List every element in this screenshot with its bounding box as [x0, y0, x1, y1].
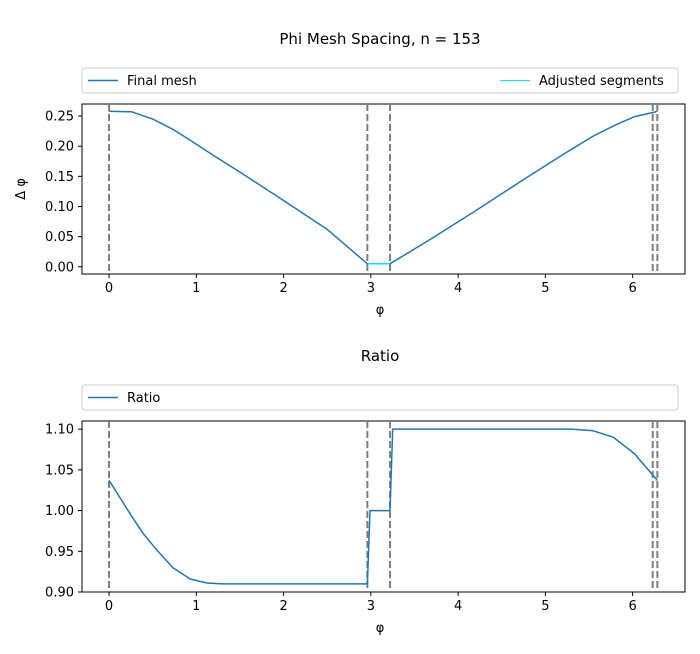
chart-top-legend-box: [81, 67, 679, 94]
x-tick-label-2: 2: [279, 281, 287, 296]
x-tick-label-3: 3: [367, 599, 375, 614]
y-tick-label-1: 0.05: [45, 230, 74, 245]
x-tick-label-4: 4: [454, 599, 462, 614]
x-tick-label-1: 1: [192, 599, 200, 614]
y-tick-label-3: 1.05: [45, 463, 74, 478]
chart-bottom-yticks: 0.90 0.95 1.00 1.05 1.10: [45, 423, 82, 601]
x-tick-label-6: 6: [629, 281, 637, 296]
final-mesh-line: [109, 110, 658, 265]
y-tick-label-4: 1.10: [45, 423, 74, 438]
x-tick-label-1: 1: [192, 281, 200, 296]
legend-label-ratio: Ratio: [127, 391, 160, 406]
chart-bottom-vlines: [108, 421, 659, 592]
x-tick-label-2: 2: [279, 599, 287, 614]
chart-bottom-legend: Ratio: [81, 384, 679, 411]
chart-top-xticks: 0 1 2 3 4 5 6: [105, 274, 637, 296]
chart-top-series: [109, 110, 658, 265]
ratio-line: [108, 428, 658, 585]
chart-bottom-series: [108, 428, 658, 585]
chart-bottom-xlabel: φ: [376, 621, 385, 636]
chart-top-yticks: 0.00 0.05 0.10 0.15 0.20 0.25: [45, 110, 82, 275]
x-tick-label-5: 5: [541, 281, 549, 296]
chart-bottom-xticks: 0 1 2 3 4 5 6: [105, 592, 637, 614]
chart-bottom: Ratio Ratio 0 1 2 3 4 5 6 0.90 0.95 1.00 1.05 1.10…: [45, 347, 686, 636]
chart-bottom-plot-area: [81, 420, 686, 593]
x-tick-label-5: 5: [541, 599, 549, 614]
x-tick-label-4: 4: [454, 281, 462, 296]
y-tick-label-0: 0.90: [45, 586, 74, 601]
y-tick-label-1: 0.95: [45, 545, 74, 560]
chart-top-xlabel: φ: [376, 303, 385, 318]
legend-label-adjusted-segments: Adjusted segments: [539, 74, 664, 89]
chart-top-legend: Final mesh Adjusted segments: [81, 67, 679, 94]
chart-bottom-legend-box: [81, 384, 679, 411]
chart-top-plot-area: [81, 103, 686, 275]
x-tick-label-0: 0: [105, 281, 113, 296]
chart-bottom-title: Ratio: [361, 347, 400, 365]
x-tick-label-0: 0: [105, 599, 113, 614]
y-tick-label-3: 0.15: [45, 170, 74, 185]
y-tick-label-0: 0.00: [45, 260, 74, 275]
y-tick-label-2: 1.00: [45, 504, 74, 519]
y-tick-label-4: 0.20: [45, 140, 74, 155]
x-tick-label-6: 6: [629, 599, 637, 614]
legend-label-final-mesh: Final mesh: [127, 74, 197, 89]
chart-top: Phi Mesh Spacing, n = 153 Final mesh Adj…: [14, 30, 686, 318]
y-tick-label-2: 0.10: [45, 200, 74, 215]
chart-top-vlines: [108, 104, 659, 274]
chart-top-ylabel: Δ φ: [14, 178, 29, 200]
y-tick-label-5: 0.25: [45, 110, 74, 125]
chart-top-title: Phi Mesh Spacing, n = 153: [279, 30, 480, 48]
x-tick-label-3: 3: [367, 281, 375, 296]
